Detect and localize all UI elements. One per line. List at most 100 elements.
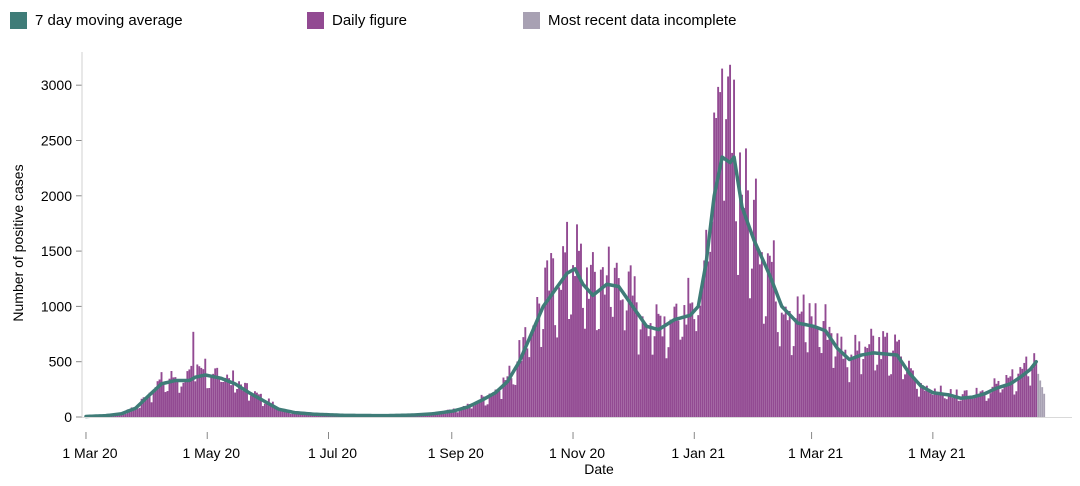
daily-bar bbox=[862, 359, 865, 417]
x-tick-label: 1 May 21 bbox=[908, 445, 966, 461]
daily-bar bbox=[265, 403, 268, 417]
daily-bar bbox=[484, 405, 487, 417]
daily-bar bbox=[267, 398, 270, 417]
daily-bar bbox=[756, 249, 759, 417]
daily-bar bbox=[947, 393, 950, 417]
y-tick-label: 0 bbox=[64, 409, 72, 425]
daily-bar bbox=[552, 258, 555, 417]
daily-bar bbox=[246, 383, 248, 417]
daily-bar bbox=[514, 384, 517, 417]
daily-bar bbox=[671, 321, 674, 417]
daily-bar bbox=[886, 332, 889, 417]
legend-swatch-daily bbox=[307, 12, 324, 29]
daily-bar bbox=[631, 295, 634, 417]
daily-bar bbox=[534, 325, 537, 417]
daily-bar bbox=[546, 260, 549, 417]
daily-bar bbox=[570, 314, 572, 417]
daily-bar bbox=[1029, 385, 1032, 417]
daily-bar bbox=[283, 411, 286, 417]
daily-bar bbox=[675, 303, 678, 417]
daily-bar bbox=[812, 326, 815, 417]
daily-bar bbox=[663, 316, 666, 417]
daily-bar bbox=[148, 392, 151, 417]
daily-bar bbox=[1019, 367, 1022, 417]
daily-bar bbox=[733, 79, 735, 418]
daily-bar bbox=[444, 413, 447, 417]
daily-bar bbox=[679, 339, 682, 417]
daily-bar bbox=[768, 255, 771, 417]
daily-bar bbox=[558, 287, 561, 417]
legend-item-incomplete[interactable]: Most recent data incomplete bbox=[523, 12, 736, 29]
daily-bar bbox=[593, 271, 596, 417]
daily-bar bbox=[176, 380, 179, 417]
daily-bar bbox=[850, 354, 853, 417]
daily-bar bbox=[291, 413, 294, 417]
daily-bar bbox=[772, 240, 775, 417]
daily-bar bbox=[623, 330, 626, 417]
daily-bar bbox=[259, 393, 262, 417]
daily-bar bbox=[834, 356, 837, 417]
daily-bar bbox=[214, 368, 217, 417]
daily-bar bbox=[226, 374, 229, 417]
daily-bar bbox=[303, 413, 306, 417]
daily-bar bbox=[870, 328, 873, 417]
daily-bar bbox=[568, 319, 570, 417]
daily-bar bbox=[615, 262, 618, 417]
daily-bar bbox=[170, 371, 173, 417]
daily-bar bbox=[838, 352, 841, 417]
daily-bar bbox=[836, 333, 839, 417]
x-tick-label: 1 Jan 21 bbox=[671, 445, 725, 461]
daily-bar bbox=[228, 378, 231, 417]
daily-bar bbox=[261, 406, 264, 417]
daily-bar bbox=[1025, 356, 1028, 417]
daily-bar bbox=[492, 392, 495, 417]
daily-bar bbox=[997, 380, 1000, 417]
daily-bar bbox=[234, 392, 237, 417]
legend-item-daily[interactable]: Daily figure bbox=[307, 12, 407, 29]
x-axis-title: Date bbox=[584, 461, 614, 477]
daily-bar bbox=[778, 346, 781, 417]
daily-bar bbox=[156, 381, 159, 417]
daily-bar bbox=[200, 367, 203, 417]
daily-bar bbox=[468, 404, 471, 417]
daily-bar bbox=[725, 119, 728, 418]
daily-bar bbox=[890, 374, 893, 417]
daily-bar bbox=[250, 395, 252, 417]
daily-bar bbox=[269, 405, 272, 417]
legend-item-moving-average[interactable]: 7 day moving average bbox=[10, 12, 183, 29]
x-axis: 1 Mar 20 1 May 20 1 Jul 20 1 Sep 20 1 Nov 20… bbox=[62, 432, 966, 461]
daily-bar bbox=[192, 331, 195, 417]
daily-bar bbox=[790, 355, 793, 417]
daily-bar bbox=[910, 368, 912, 417]
daily-bar bbox=[448, 409, 451, 417]
daily-bar bbox=[180, 386, 183, 417]
daily-bar bbox=[766, 253, 769, 417]
daily-bar bbox=[858, 341, 861, 417]
daily-bar bbox=[218, 377, 221, 417]
daily-bar bbox=[643, 323, 646, 417]
daily-bar bbox=[138, 407, 141, 417]
daily-bar bbox=[828, 326, 831, 417]
daily-bar bbox=[770, 261, 773, 417]
daily-bar bbox=[937, 393, 940, 417]
daily-bar bbox=[794, 318, 797, 417]
daily-bar bbox=[256, 392, 258, 417]
daily-bar bbox=[122, 414, 125, 417]
daily-bar bbox=[562, 246, 565, 417]
daily-bar bbox=[715, 118, 718, 417]
x-tick-label: 1 Jul 20 bbox=[308, 445, 357, 461]
daily-bar bbox=[257, 394, 260, 417]
daily-bar bbox=[186, 371, 189, 417]
daily-bar bbox=[824, 304, 827, 417]
daily-bar bbox=[751, 268, 753, 417]
daily-bar bbox=[709, 251, 712, 417]
daily-bar bbox=[502, 377, 505, 417]
daily-bar bbox=[896, 341, 899, 417]
daily-bar bbox=[210, 377, 213, 417]
daily-bar bbox=[677, 320, 680, 417]
legend-label-daily: Daily figure bbox=[332, 12, 408, 29]
daily-bar bbox=[586, 267, 588, 417]
daily-bar bbox=[953, 397, 956, 417]
daily-bar bbox=[490, 394, 493, 417]
daily-bar bbox=[582, 307, 584, 417]
